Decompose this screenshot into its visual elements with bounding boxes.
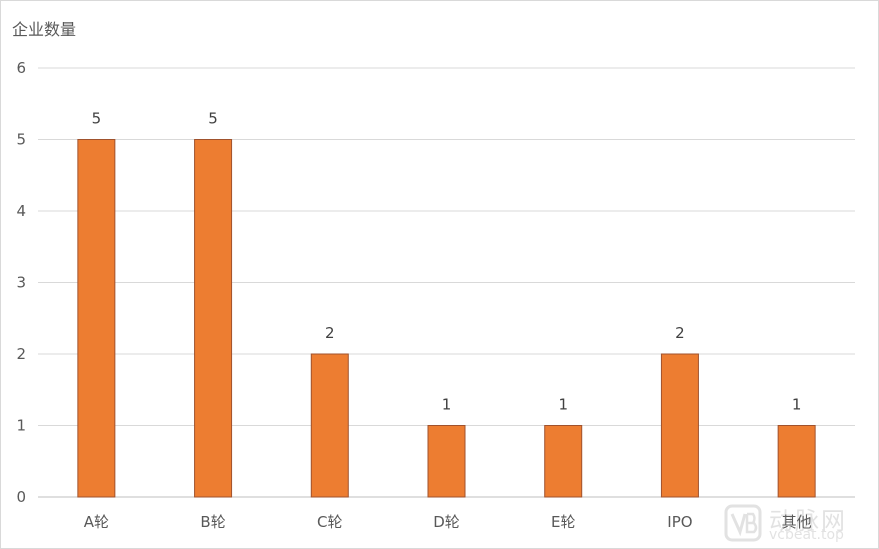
- watermark: 动脉网 vcbeat.top: [723, 501, 871, 545]
- x-tick-label: IPO: [667, 513, 692, 531]
- bar: [194, 139, 233, 498]
- data-label: 2: [325, 324, 335, 342]
- watermark-name: 动脉网: [769, 507, 847, 535]
- y-tick-label: 4: [16, 202, 26, 220]
- bar: [777, 425, 816, 498]
- y-tick-label: 0: [16, 488, 26, 506]
- x-tick-label: E轮: [551, 513, 575, 531]
- watermark-url: vcbeat.top: [769, 527, 844, 543]
- data-label: 1: [442, 396, 452, 414]
- x-tick-label: B轮: [200, 513, 225, 531]
- y-tick-label: 6: [16, 59, 26, 77]
- bar: [77, 139, 116, 498]
- data-label: 2: [675, 324, 685, 342]
- y-tick-label: 1: [16, 417, 26, 435]
- x-tick-label: 其他: [782, 513, 812, 531]
- bar: [427, 425, 466, 498]
- vcbeat-logo-icon: [724, 504, 762, 542]
- x-tick-label: A轮: [84, 513, 109, 531]
- y-axis-label: 企业数量: [12, 20, 77, 39]
- data-label: 5: [92, 110, 102, 128]
- data-label: 1: [792, 396, 802, 414]
- bar: [660, 353, 699, 498]
- y-tick-label: 5: [16, 131, 26, 149]
- data-label: 1: [558, 396, 568, 414]
- y-tick-label: 3: [16, 274, 26, 292]
- bar: [544, 425, 583, 498]
- x-tick-label: D轮: [433, 513, 460, 531]
- y-tick-label: 2: [16, 345, 26, 363]
- x-tick-label: C轮: [317, 513, 342, 531]
- data-label: 5: [208, 110, 218, 128]
- bar: [310, 353, 349, 498]
